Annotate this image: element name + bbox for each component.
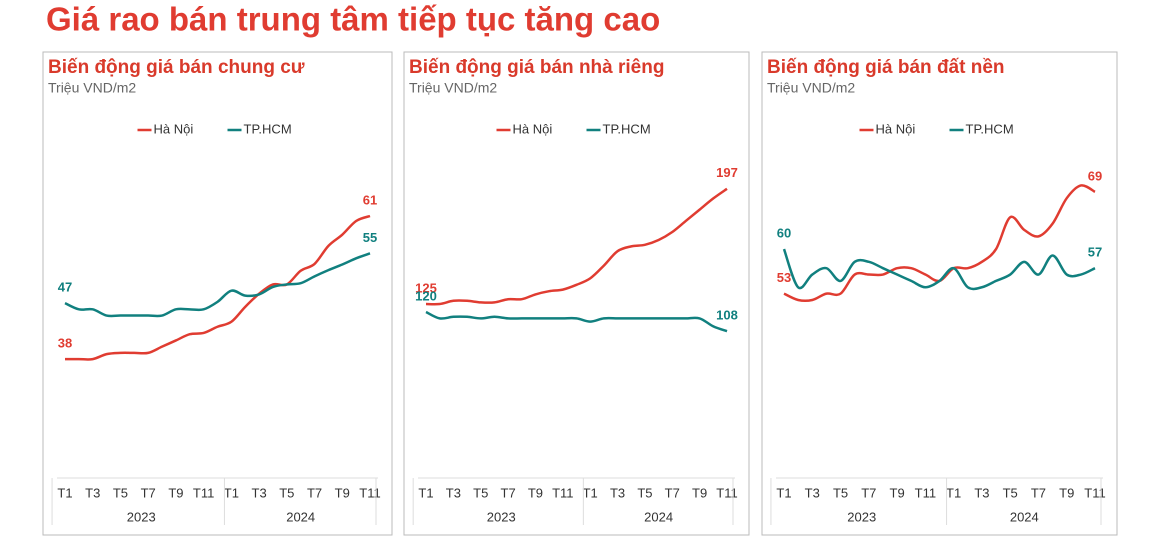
x-tick-label: T1 [583,485,598,500]
line-series [783,184,1096,303]
line-series [65,214,371,361]
x-tick-label: T7 [861,485,876,500]
x-tick-label: T11 [193,485,214,500]
x-group-label: 2024 [644,509,673,524]
line-series [782,248,1096,291]
data-label: 55 [363,230,377,245]
x-group-label: 2023 [487,509,516,524]
x-tick-label: T9 [890,485,905,500]
x-tick-label: T9 [1059,485,1074,500]
x-tick-label: T1 [946,485,961,500]
x-group-label: 2024 [286,509,315,524]
x-tick-label: T5 [473,485,488,500]
data-label: 197 [716,165,738,180]
x-tick-label: T9 [335,485,350,500]
x-tick-label: T5 [113,485,128,500]
data-label: 47 [58,280,72,295]
data-label: 60 [777,226,791,241]
data-label: 61 [363,192,377,207]
line-series [425,187,728,306]
x-tick-label: T3 [252,485,267,500]
x-tick-label: T1 [224,485,239,500]
legend-label: Hà Nội [876,121,916,136]
chart-title: Biến động giá bán đất nền [767,57,1005,78]
data-label: 125 [415,280,437,295]
x-tick-label: T5 [279,485,294,500]
panel [42,51,393,536]
x-tick-label: T5 [637,485,652,500]
x-tick-label: T9 [168,485,183,500]
x-tick-label: T11 [716,485,737,500]
data-label: 108 [716,308,738,323]
x-tick-label: T11 [552,485,573,500]
x-group-label: 2023 [127,509,156,524]
x-tick-label: T5 [833,485,848,500]
x-tick-label: T9 [692,485,707,500]
line-series [425,310,728,333]
page-title: Giá rao bán trung tâm tiếp tục tăng cao [46,1,660,38]
x-tick-label: T7 [307,485,322,500]
x-tick-label: T1 [57,485,72,500]
x-tick-label: T1 [776,485,791,500]
x-group-label: 2024 [1010,509,1039,524]
chart-subtitle: Triệu VND/m2 [48,80,136,96]
legend-label: Hà Nội [513,121,553,136]
x-tick-label: T3 [805,485,820,500]
line-series [64,252,371,318]
data-label: 120 [415,288,437,303]
x-tick-label: T11 [915,485,936,500]
x-tick-label: T3 [446,485,461,500]
data-label: 57 [1088,245,1102,260]
x-tick-label: T9 [528,485,543,500]
x-tick-label: T7 [665,485,680,500]
data-label: 69 [1088,168,1102,183]
chart-title: Biến động giá bán nhà riêng [409,57,664,78]
legend-label: Hà Nội [154,121,194,136]
x-tick-label: T11 [359,485,380,500]
x-group-label: 2023 [847,509,876,524]
x-tick-label: T7 [1031,485,1046,500]
x-tick-label: T11 [1084,485,1105,500]
chart-title: Biến động giá bán chung cư [48,57,305,78]
x-tick-label: T3 [974,485,989,500]
legend-label: TP.HCM [244,121,292,136]
x-tick-label: T5 [1003,485,1018,500]
panel [761,51,1118,536]
data-label: 38 [58,336,72,351]
x-tick-label: T1 [418,485,433,500]
x-tick-label: T7 [501,485,516,500]
data-label: 53 [777,270,791,285]
chart-subtitle: Triệu VND/m2 [409,80,497,96]
x-tick-label: T3 [610,485,625,500]
panel [403,51,750,536]
x-tick-label: T7 [141,485,156,500]
legend-label: TP.HCM [603,121,651,136]
x-tick-label: T3 [85,485,100,500]
legend-label: TP.HCM [966,121,1014,136]
chart-subtitle: Triệu VND/m2 [767,80,855,96]
